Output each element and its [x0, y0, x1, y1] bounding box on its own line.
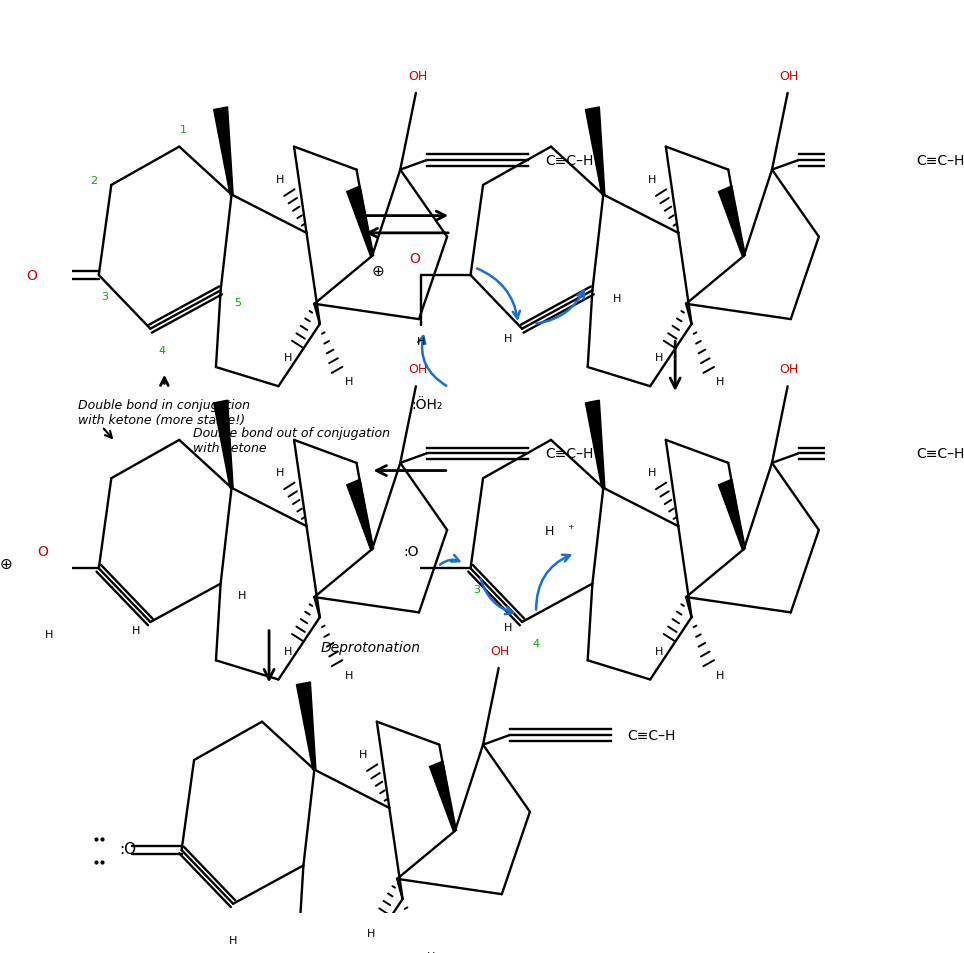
Text: H: H — [344, 377, 353, 387]
Text: Deprotonation: Deprotonation — [321, 640, 420, 654]
Text: 2: 2 — [91, 176, 97, 186]
Polygon shape — [347, 479, 374, 550]
Text: ⊕: ⊕ — [371, 263, 384, 278]
Polygon shape — [585, 108, 604, 195]
Text: H: H — [716, 670, 725, 680]
Text: H: H — [132, 625, 141, 635]
Polygon shape — [718, 479, 745, 550]
Text: :O: :O — [404, 544, 419, 558]
Text: Double bond in conjugation
with ketone (more stable!): Double bond in conjugation with ketone (… — [78, 398, 251, 426]
Text: H: H — [656, 353, 664, 363]
Text: H: H — [44, 630, 53, 639]
Text: 4: 4 — [158, 345, 166, 355]
Text: OH: OH — [780, 71, 799, 83]
Text: H: H — [656, 646, 664, 656]
Text: ⊕: ⊕ — [0, 557, 13, 572]
Text: H: H — [359, 749, 367, 760]
Text: H: H — [613, 294, 622, 304]
Text: :ÖH₂: :ÖH₂ — [411, 398, 442, 412]
Text: H: H — [504, 622, 512, 632]
Text: OH: OH — [408, 71, 427, 83]
Text: H: H — [545, 525, 554, 537]
Text: ⁺: ⁺ — [567, 522, 574, 535]
Polygon shape — [214, 401, 233, 489]
Polygon shape — [297, 682, 316, 770]
Polygon shape — [430, 761, 456, 832]
Text: O: O — [409, 252, 419, 266]
Text: O: O — [38, 544, 48, 558]
Text: 3: 3 — [101, 292, 109, 302]
Text: 3: 3 — [473, 585, 480, 595]
Text: H: H — [504, 334, 512, 344]
Text: C≡C–H: C≡C–H — [545, 153, 593, 168]
Text: O: O — [26, 269, 37, 283]
Text: H: H — [228, 935, 237, 945]
Text: H: H — [648, 175, 656, 185]
Text: H: H — [276, 468, 284, 478]
Text: OH: OH — [780, 363, 799, 376]
Text: C≡C–H: C≡C–H — [545, 447, 593, 461]
Text: OH: OH — [408, 363, 427, 376]
Polygon shape — [718, 187, 745, 257]
Text: H: H — [648, 468, 656, 478]
Text: H: H — [238, 591, 247, 600]
Polygon shape — [585, 401, 604, 489]
Text: Double bond out of conjugation
with ketone: Double bond out of conjugation with keto… — [194, 427, 390, 455]
Text: 4: 4 — [532, 639, 540, 648]
Text: C≡C–H: C≡C–H — [628, 728, 676, 742]
Polygon shape — [214, 108, 233, 195]
Text: H: H — [276, 175, 284, 185]
Text: 1: 1 — [179, 125, 187, 135]
Text: :O: :O — [120, 841, 136, 856]
Text: C≡C–H: C≡C–H — [917, 447, 964, 461]
Text: H: H — [344, 670, 353, 680]
Text: H: H — [716, 377, 725, 387]
Text: 5: 5 — [234, 297, 241, 308]
Text: H: H — [283, 646, 292, 656]
Text: H: H — [416, 336, 425, 347]
Text: C≡C–H: C≡C–H — [917, 153, 964, 168]
Text: H: H — [427, 951, 436, 953]
Text: H: H — [366, 927, 375, 938]
Text: OH: OH — [491, 644, 510, 658]
Polygon shape — [347, 187, 374, 257]
Text: H: H — [283, 353, 292, 363]
